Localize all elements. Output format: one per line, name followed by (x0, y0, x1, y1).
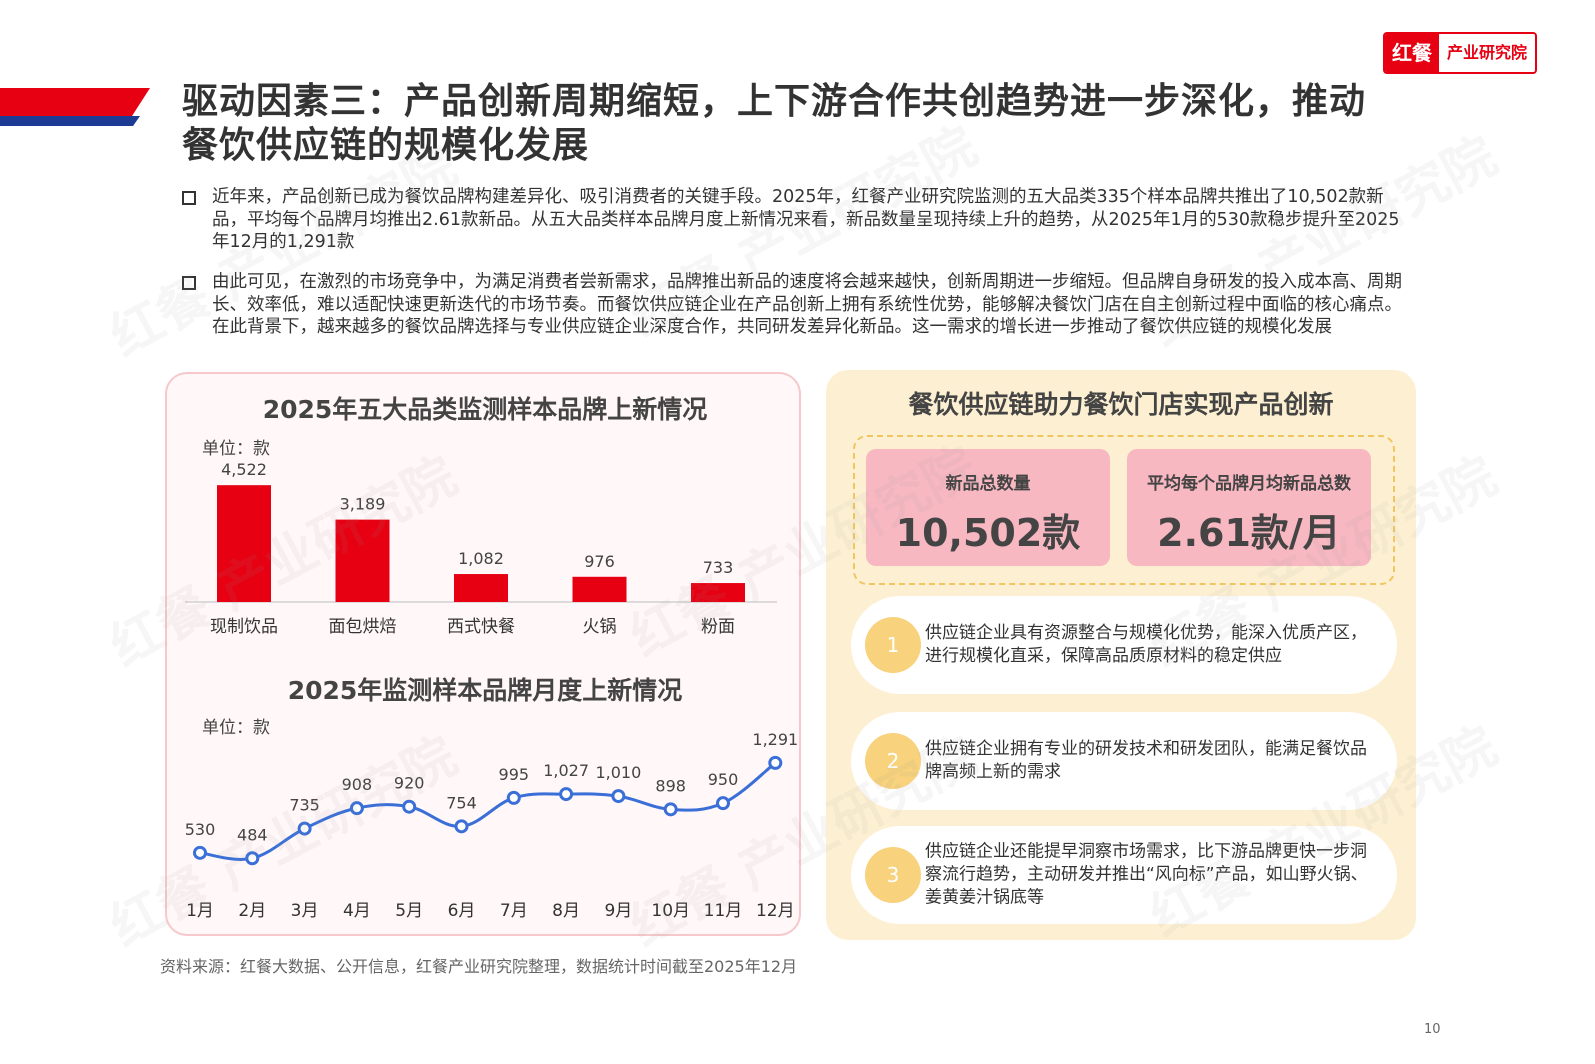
point-number-badge: 1 (865, 617, 921, 673)
line-category-label: 6月 (448, 901, 476, 921)
bar-value-label: 976 (584, 552, 615, 571)
line-point-11 (716, 796, 730, 811)
point-card-1: 1 供应链企业具有资源整合与规模化优势，能深入优质产区，进行规模化直采，保障高品… (851, 596, 1397, 694)
line-chart-title: 2025年监测样本品牌月度上新情况 (287, 676, 683, 705)
line-value-label: 908 (342, 775, 373, 794)
line-point-9 (611, 789, 626, 804)
point-text: 供应链企业还能提早洞察市场需求，比下游品牌更快一步洞察流行趋势，主动研发并推出“… (925, 841, 1368, 908)
line-chart: 530 1月 484 2月 735 3月 908 4月 920 5月 754 6月 995 7月 1,027… (185, 730, 798, 921)
point-text: 供应链企业具有资源整合与规模化优势，能深入优质产区，进行规模化直采，保障高品质原… (925, 623, 1367, 666)
line-point-5 (402, 799, 417, 814)
point-number-badge: 3 (865, 847, 921, 903)
stats-dashed-box (853, 435, 1395, 585)
line-category-label: 8月 (552, 901, 580, 921)
line-value-label: 1,027 (543, 761, 589, 780)
line-category-label: 9月 (604, 901, 632, 921)
line-value-label: 1,010 (595, 763, 641, 782)
bullet-paragraph-2: 由此可见，在激烈的市场竞争中，为满足消费者尝新需求，品牌推出新品的速度将会越来越… (182, 271, 1412, 339)
line-series (199, 761, 777, 861)
line-value-label: 754 (446, 793, 477, 812)
stat-label: 新品总数量 (945, 474, 1031, 494)
logo-name: 产业研究院 (1439, 34, 1536, 72)
supply-chain-title: 餐饮供应链助力餐饮门店实现产品创新 (908, 390, 1334, 419)
bar-value-label: 4,522 (221, 460, 267, 479)
line-value-label: 530 (185, 820, 216, 839)
line-chart-unit: 单位：款 (202, 718, 270, 738)
point-number-badge: 2 (865, 733, 921, 789)
logo-brand: 红餐 (1385, 34, 1439, 72)
bar-value-label: 3,189 (340, 495, 386, 514)
line-value-label: 920 (394, 774, 425, 793)
bar-category-label: 现制饮品 (210, 617, 278, 637)
line-category-label: 5月 (395, 901, 423, 921)
point-text: 供应链企业拥有专业的研发技术和研发团队，能满足餐饮品牌高频上新的需求 (925, 739, 1367, 782)
header-blue-band (0, 116, 140, 126)
charts-panel (165, 372, 801, 936)
stat-monthly-average: 平均每个品牌月均新品总数 2.61款/月 (1127, 449, 1371, 566)
stat-label: 平均每个品牌月均新品总数 (1147, 474, 1351, 494)
bullet-square-icon (182, 191, 196, 205)
header-red-band (0, 88, 150, 116)
line-value-label: 995 (499, 765, 530, 784)
point-card-2: 2 供应链企业拥有专业的研发技术和研发团队，能满足餐饮品牌高频上新的需求 (851, 712, 1397, 810)
bar-4 (572, 576, 627, 602)
page-title: 驱动因素三：产品创新周期缩短，上下游合作共创趋势进一步深化，推动餐饮供应链的规模… (182, 81, 1367, 166)
brand-logo: 红餐 产业研究院 (1383, 32, 1538, 74)
line-category-label: 1月 (186, 901, 214, 921)
line-value-label: 898 (655, 776, 686, 795)
bullet-paragraph-1: 近年来，产品创新已成为餐饮品牌构建差异化、吸引消费者的关键手段。2025年，红餐… (182, 186, 1412, 254)
line-point-12 (768, 755, 783, 770)
page-number: 10 (1424, 1022, 1441, 1037)
line-value-label: 735 (289, 796, 320, 815)
line-value-label: 1,291 (752, 730, 798, 749)
line-value-label: 950 (708, 770, 739, 789)
bar-chart: 4,522 现制饮品 3,189 面包烘焙 1,082 西式快餐 976 火锅 733 粉面 (185, 460, 777, 637)
bar-category-label: 火锅 (583, 617, 617, 637)
bullet-square-icon (182, 276, 196, 290)
bar-chart-unit: 单位：款 (202, 439, 270, 459)
line-point-10 (663, 802, 678, 817)
bar-category-label: 粉面 (701, 617, 735, 637)
bar-category-label: 西式快餐 (447, 617, 515, 637)
bar-chart-title: 2025年五大品类监测样本品牌上新情况 (262, 395, 708, 424)
line-point-2 (245, 851, 260, 866)
bar-3 (454, 574, 508, 602)
line-point-1 (193, 845, 207, 860)
line-category-label: 11月 (704, 901, 743, 921)
bar-5 (691, 583, 745, 602)
bar-2 (335, 519, 390, 602)
bar-1 (217, 485, 271, 602)
bar-value-label: 733 (703, 558, 734, 577)
stat-value: 10,502款 (895, 511, 1081, 555)
bullet-text: 近年来，产品创新已成为餐饮品牌构建差异化、吸引消费者的关键手段。2025年，红餐… (212, 187, 1400, 252)
line-point-6 (454, 819, 469, 834)
line-category-label: 12月 (756, 901, 795, 921)
bullet-text: 由此可见，在激烈的市场竞争中，为满足消费者尝新需求，品牌推出新品的速度将会越来越… (212, 272, 1402, 337)
line-category-label: 7月 (500, 901, 528, 921)
line-value-label: 484 (237, 825, 268, 844)
bar-category-label: 面包烘焙 (329, 617, 397, 637)
line-point-4 (349, 801, 364, 816)
point-card-3: 3 供应链企业还能提早洞察市场需求，比下游品牌更快一步洞察流行趋势，主动研发并推… (851, 826, 1397, 924)
line-point-3 (297, 821, 312, 836)
source-note: 资料来源：红餐大数据、公开信息，红餐产业研究院整理，数据统计时间截至2025年1… (160, 957, 798, 976)
line-point-7 (506, 790, 521, 805)
line-category-label: 3月 (291, 901, 319, 921)
line-category-label: 2月 (238, 901, 266, 921)
line-category-label: 10月 (651, 901, 690, 921)
stat-value: 2.61款/月 (1157, 511, 1341, 555)
stat-total-new-products: 新品总数量 10,502款 (866, 449, 1110, 566)
line-category-label: 4月 (343, 901, 371, 921)
line-point-8 (559, 787, 574, 802)
bar-value-label: 1,082 (458, 549, 504, 568)
